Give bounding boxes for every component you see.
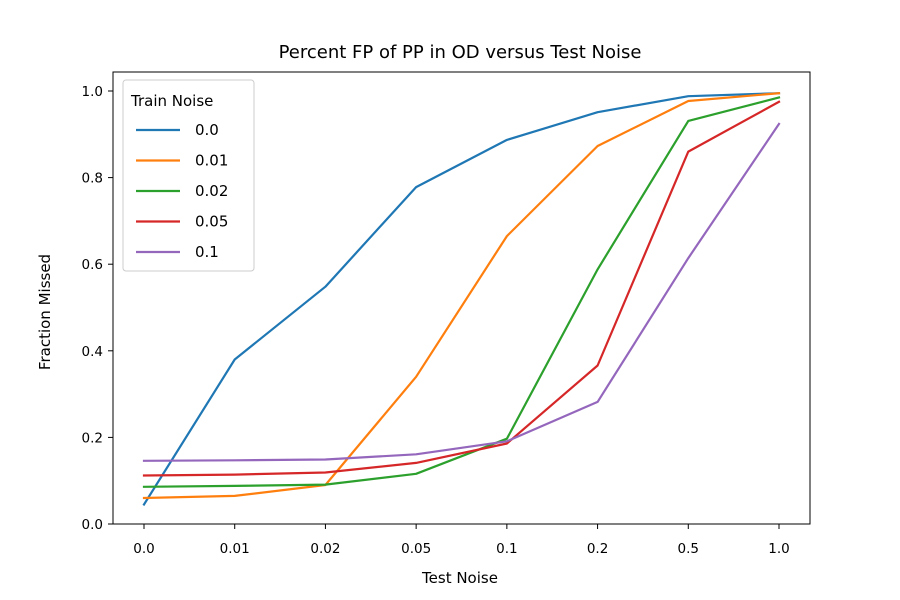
legend-entry-label: 0.02 bbox=[195, 182, 228, 200]
x-tick-label: 0.5 bbox=[678, 541, 699, 557]
series-line-0-1 bbox=[142, 122, 781, 462]
x-tick-label: 0.02 bbox=[310, 541, 340, 557]
y-tick-label: 0.0 bbox=[82, 517, 103, 533]
y-tick-label: 0.2 bbox=[82, 430, 103, 446]
x-axis-label: Test Noise bbox=[421, 569, 498, 587]
series-line-0-05 bbox=[142, 100, 781, 477]
series-line-0-01 bbox=[142, 92, 781, 500]
x-tick-label: 0.05 bbox=[401, 541, 431, 557]
y-axis-label: Fraction Missed bbox=[36, 254, 54, 370]
legend-title: Train Noise bbox=[130, 92, 213, 110]
y-tick-label: 0.8 bbox=[82, 171, 103, 187]
x-tick-label: 0.0 bbox=[133, 541, 154, 557]
series-line-0-0 bbox=[142, 92, 781, 507]
legend-entry-label: 0.05 bbox=[195, 213, 228, 231]
x-tick-label: 0.1 bbox=[496, 541, 517, 557]
x-tick-label: 0.01 bbox=[220, 541, 250, 557]
plot-area bbox=[112, 71, 811, 525]
y-tick-label: 0.6 bbox=[82, 257, 103, 273]
plot-frame bbox=[112, 71, 811, 525]
series-lines bbox=[142, 92, 781, 507]
legend-box bbox=[122, 79, 255, 272]
legend-entry-label: 0.01 bbox=[195, 152, 228, 170]
y-axis: 0.0 0.2 0.4 0.6 0.8 1.0 bbox=[82, 84, 113, 533]
legend-entry-label: 0.0 bbox=[195, 121, 219, 139]
x-axis: 0.0 0.01 0.02 0.05 0.1 0.2 0.5 1.0 bbox=[133, 524, 790, 557]
x-tick-label: 1.0 bbox=[768, 541, 789, 557]
chart-title: Percent FP of PP in OD versus Test Noise bbox=[279, 42, 642, 63]
legend-entry-label: 0.1 bbox=[195, 243, 219, 261]
legend-entries: 0.0 0.01 0.02 0.05 0.1 bbox=[136, 121, 228, 261]
y-tick-label: 1.0 bbox=[82, 84, 103, 100]
x-tick-label: 0.2 bbox=[587, 541, 608, 557]
y-tick-label: 0.4 bbox=[82, 344, 103, 360]
series-line-0-02 bbox=[142, 96, 781, 488]
legend: Train Noise 0.0 0.01 0.02 0.05 0.1 bbox=[122, 79, 255, 272]
